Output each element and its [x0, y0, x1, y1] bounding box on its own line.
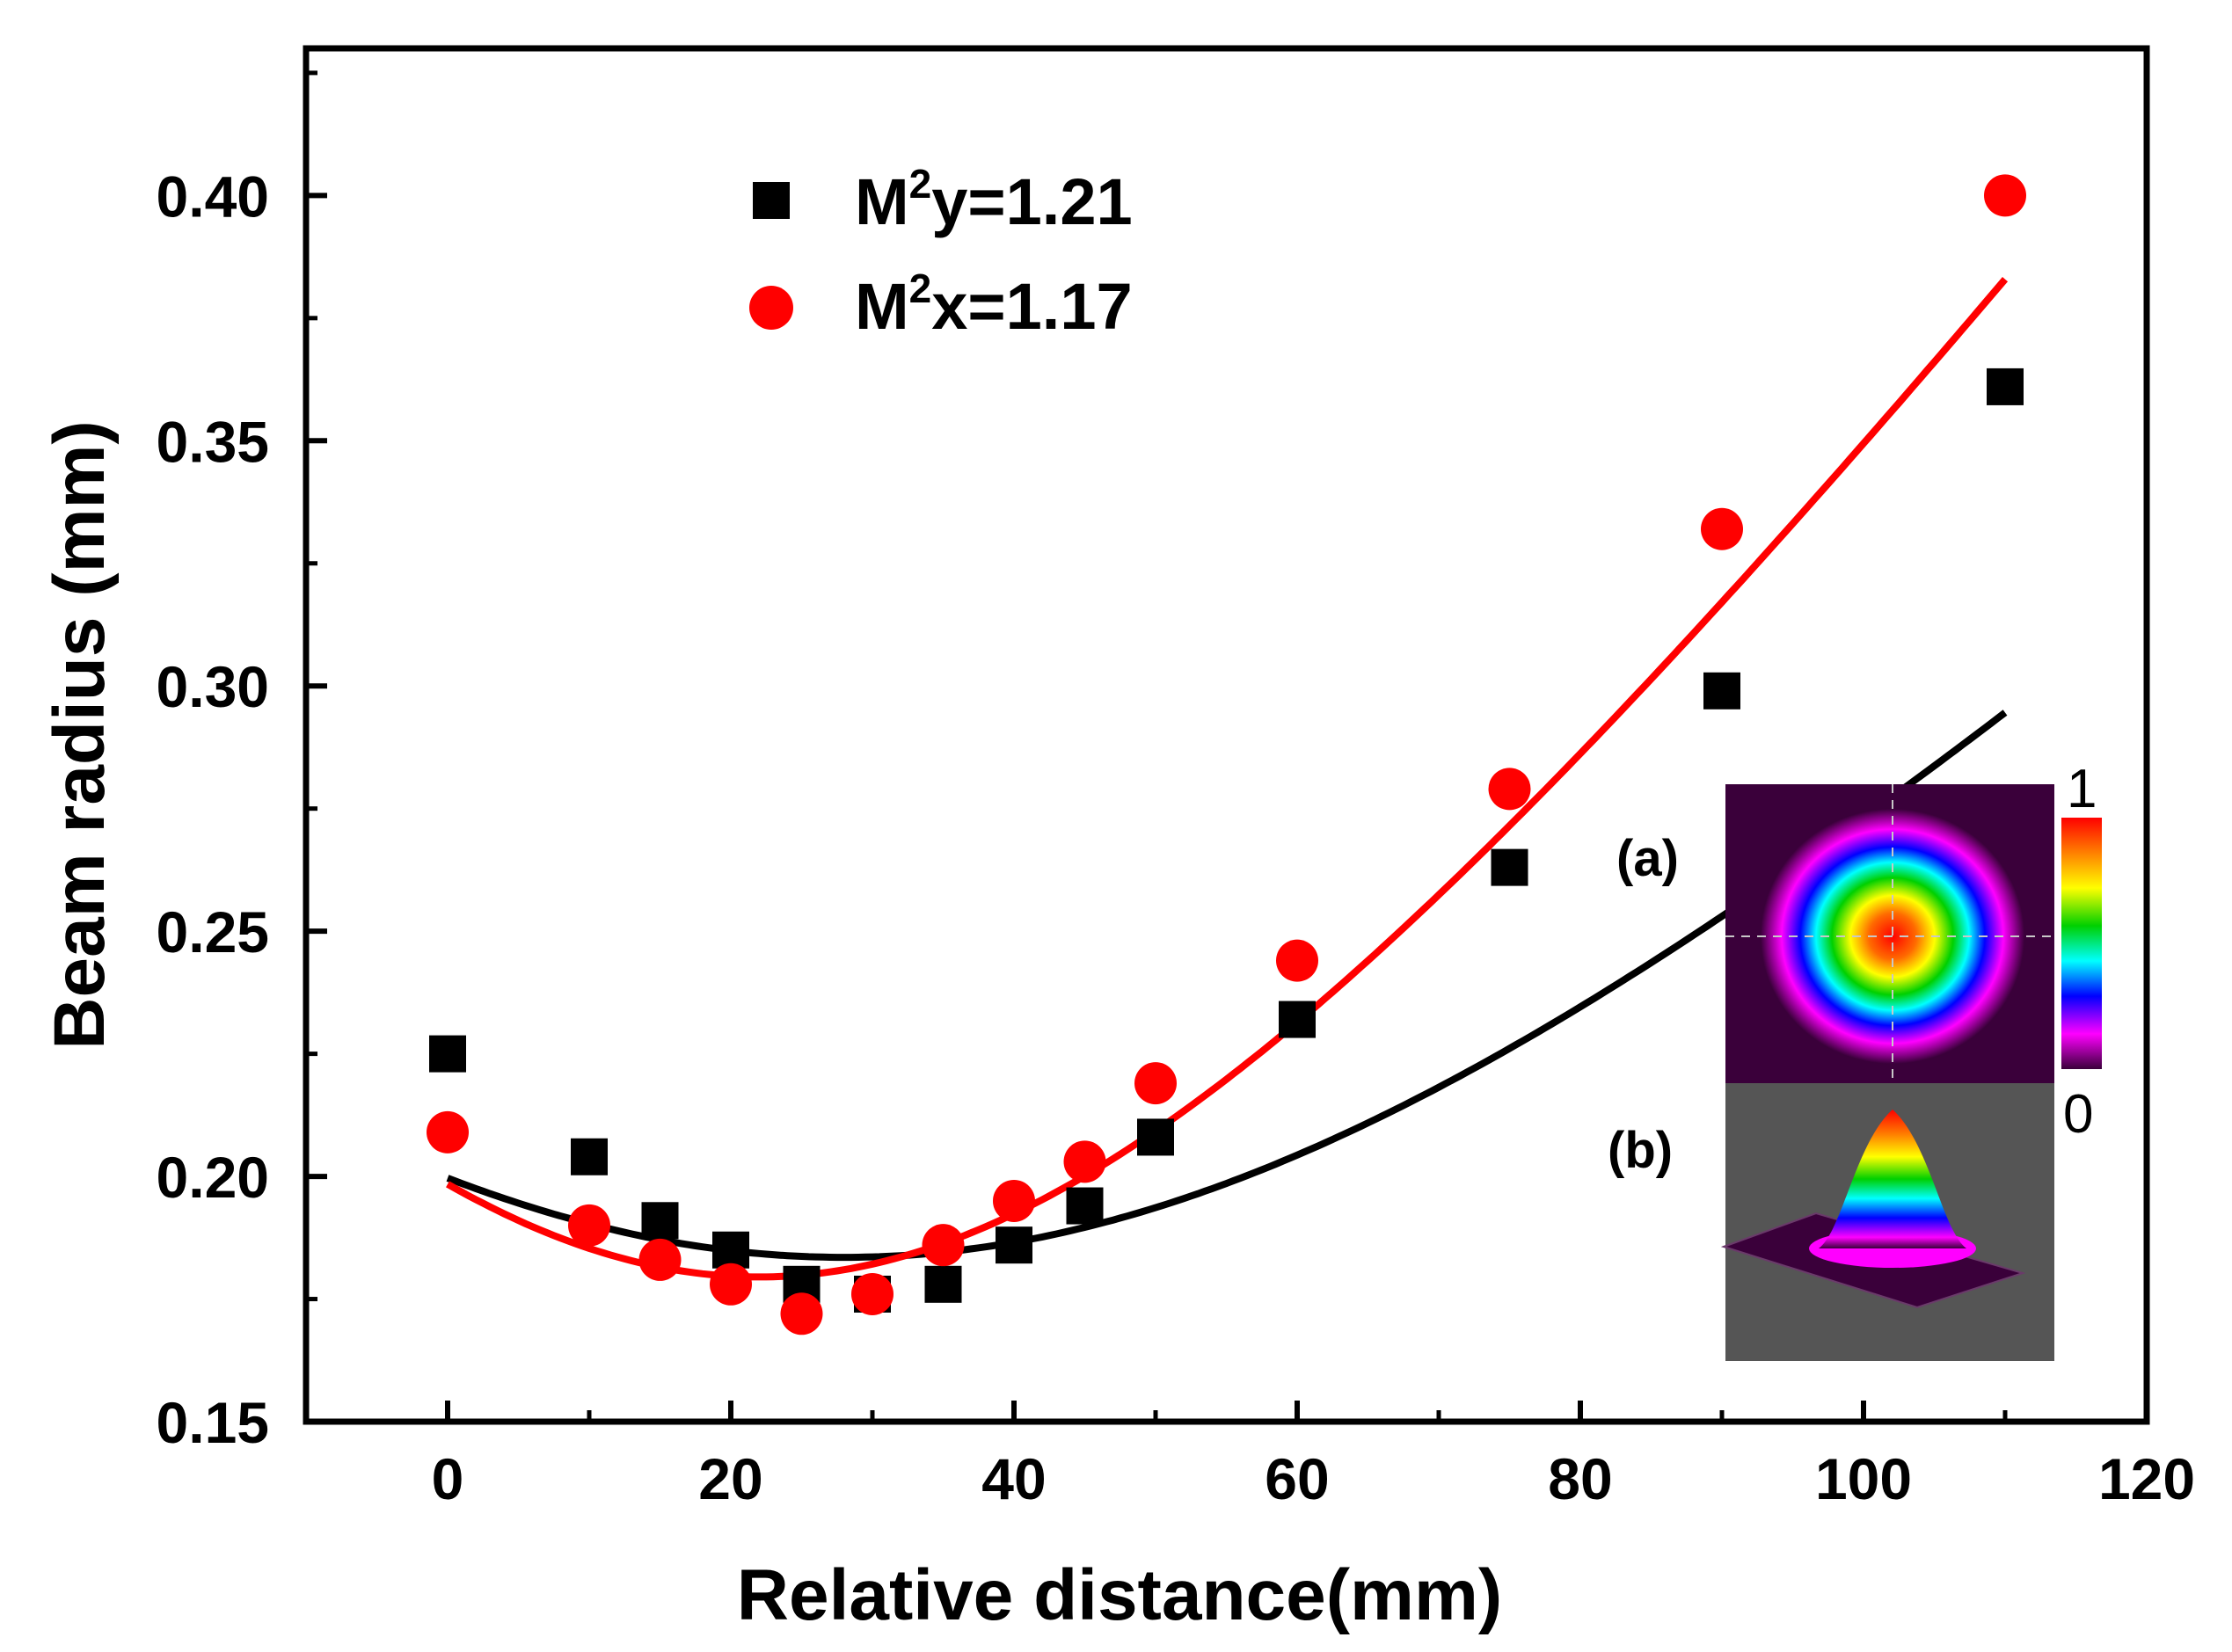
plot-frame: [303, 45, 2150, 1425]
y-axis-title: Beam radius (mm): [40, 420, 120, 1049]
data-point-y: [1703, 672, 1740, 710]
data-point-y: [1987, 368, 2024, 405]
data-point-y: [996, 1226, 1032, 1264]
inset-b-label: (b): [1608, 1122, 1673, 1179]
data-point-x: [1276, 939, 1318, 982]
data-point-x: [710, 1263, 752, 1306]
inset-a-label: (a): [1616, 830, 1679, 887]
y-tick-label: 0.15: [157, 1390, 269, 1455]
legend-marker-y: [753, 182, 790, 219]
colorbar-min-label: 0: [2063, 1084, 2093, 1145]
legend: M2y=1.21 M2x=1.17: [749, 161, 1133, 343]
data-point-y: [571, 1138, 608, 1175]
data-point-x: [568, 1204, 610, 1247]
data-point-y: [1137, 1118, 1174, 1156]
beam-profile-inset: 1 0 (a) (b): [1608, 759, 2102, 1361]
data-point-x: [993, 1179, 1035, 1222]
x-tick-label: 120: [2098, 1446, 2195, 1511]
data-point-x: [427, 1110, 469, 1153]
y-tick-label: 0.35: [157, 409, 269, 474]
x-tick-label: 80: [1548, 1446, 1612, 1511]
x-tick-label: 0: [432, 1446, 464, 1511]
x-axis-title: Relative distance(mm): [737, 1555, 1502, 1635]
y-axis-ticks: 0.15 0.20 0.25 0.30 0.35 0.40: [157, 70, 327, 1455]
data-point-x: [1063, 1140, 1106, 1183]
data-point-y: [1491, 848, 1528, 886]
data-point-y: [1279, 1001, 1316, 1038]
legend-marker-x: [749, 286, 793, 330]
x-axis-ticks: 0 20 40 60 80 100 120: [432, 1401, 2195, 1511]
x-tick-label: 40: [981, 1446, 1046, 1511]
data-point-x: [638, 1238, 682, 1281]
data-point-y: [712, 1231, 749, 1269]
data-point-y: [429, 1035, 466, 1073]
legend-label-x: M2x=1.17: [855, 266, 1133, 343]
colorbar-max-label: 1: [2067, 759, 2097, 819]
x-tick-label: 20: [698, 1446, 762, 1511]
y-tick-label: 0.25: [157, 899, 269, 964]
x-tick-label: 60: [1265, 1446, 1329, 1511]
data-point-x: [780, 1292, 823, 1335]
fit-curve-x: [446, 277, 2009, 1281]
data-point-x: [1134, 1062, 1177, 1105]
data-point-x: [1984, 174, 2026, 217]
x-tick-label: 100: [1815, 1446, 1912, 1511]
data-markers: [427, 174, 2026, 1335]
data-point-y: [924, 1265, 962, 1303]
colorbar: [2061, 818, 2102, 1069]
y-tick-label: 0.40: [157, 164, 269, 229]
data-point-x: [1488, 768, 1531, 811]
data-point-x: [922, 1224, 965, 1267]
data-point-y: [1066, 1187, 1104, 1225]
data-point-x: [1701, 507, 1743, 550]
legend-label-y: M2y=1.21: [855, 161, 1133, 238]
y-tick-label: 0.30: [157, 654, 269, 719]
data-point-y: [641, 1202, 679, 1240]
inset-b-peak: [1819, 1110, 1966, 1248]
data-point-x: [851, 1272, 894, 1315]
y-tick-label: 0.20: [157, 1145, 269, 1210]
